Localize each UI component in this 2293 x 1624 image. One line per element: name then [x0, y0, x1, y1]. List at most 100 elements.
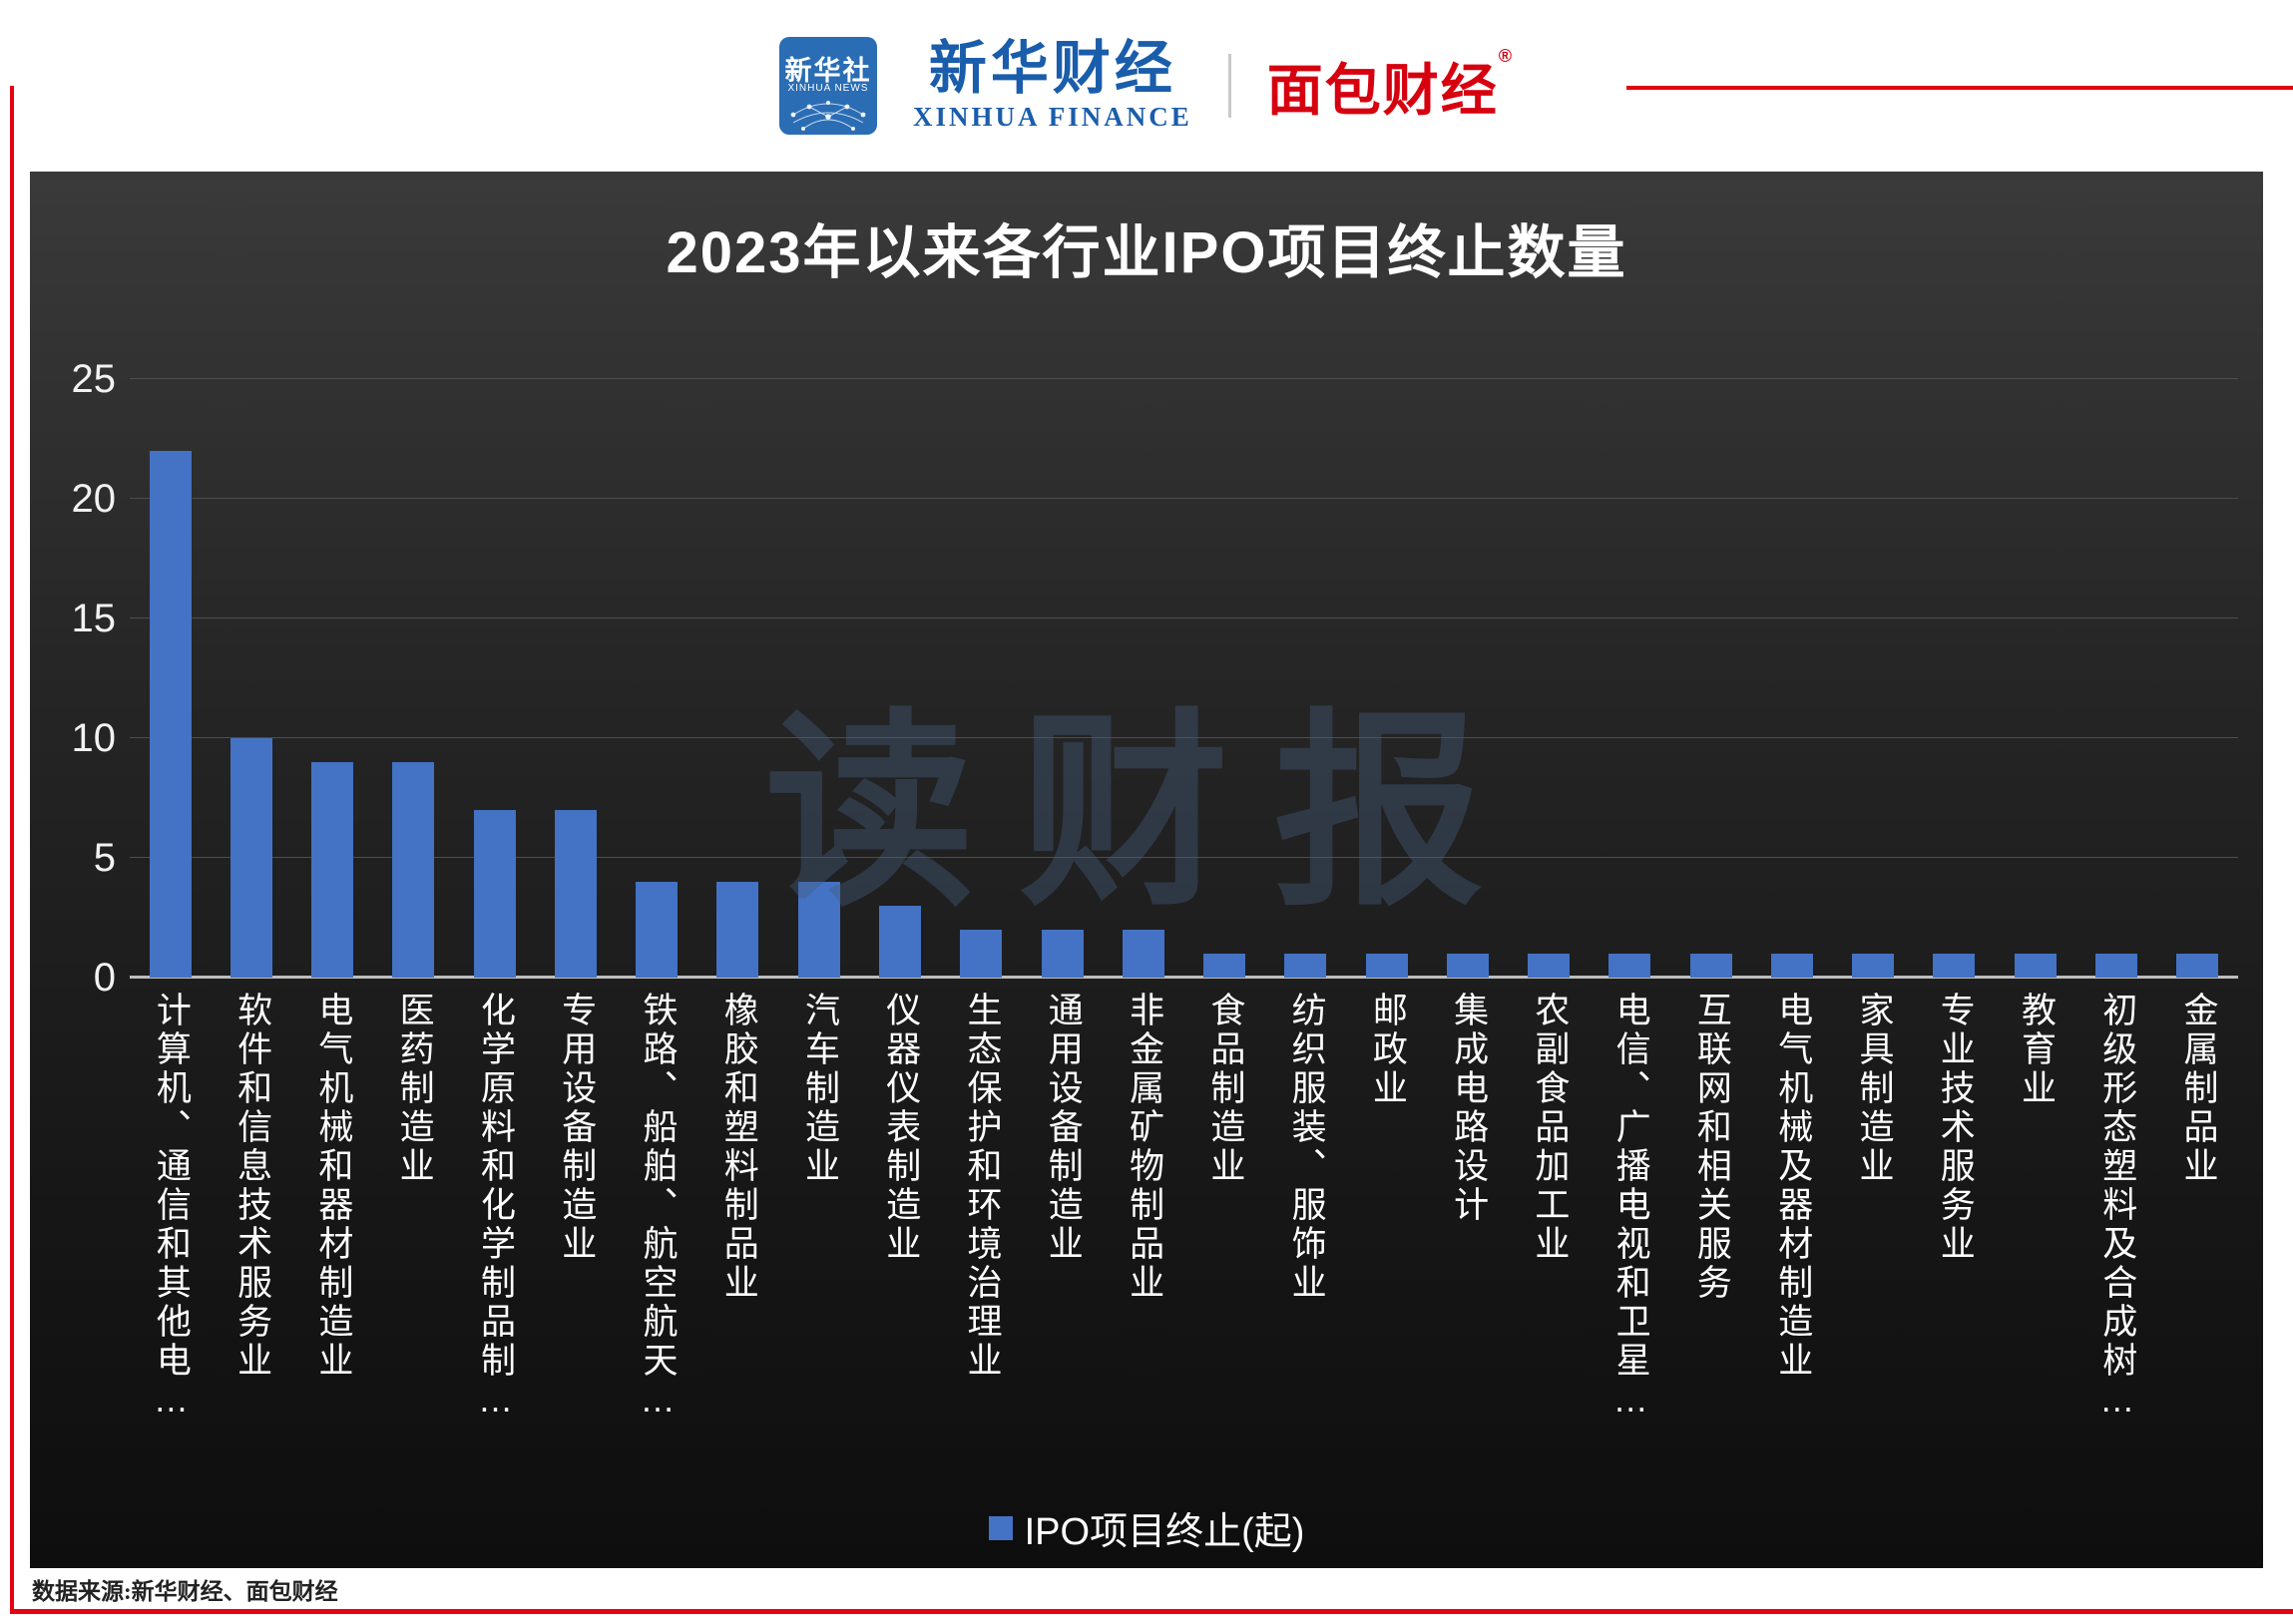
bar-slot: [1670, 379, 1751, 978]
y-tick-label: 0: [93, 956, 116, 1000]
category-label: 化学原料和化学制品制…: [475, 992, 515, 1423]
bar: [2095, 954, 2137, 978]
category-label: 家具制造业: [1854, 992, 1894, 1186]
red-accent-line-bottom: [10, 1609, 2293, 1614]
xinhua-news-en: XINHUA NEWS: [787, 83, 869, 94]
bar: [554, 810, 597, 978]
bread-finance-logo: 面包财经®: [1267, 46, 1514, 127]
bar-slot: [1022, 379, 1103, 978]
category-label-slot: 软件和信息技术服务业: [211, 992, 291, 1381]
category-label: 金属制品业: [2178, 992, 2218, 1186]
category-label: 初级形态塑料及合成树…: [2097, 992, 2137, 1423]
category-label-slot: 互联网和相关服务: [1670, 992, 1751, 1303]
category-label: 电信、广播电视和卫星…: [1610, 992, 1650, 1423]
category-label-slot: 金属制品业: [2157, 992, 2238, 1186]
category-label: 铁路、船舶、航空航天…: [638, 992, 678, 1423]
bar: [1365, 954, 1408, 978]
category-label-slot: 化学原料和化学制品制…: [454, 992, 535, 1423]
gridline: [130, 737, 2238, 738]
bar-slot: [1509, 379, 1590, 978]
category-label-slot: 生态保护和环境治理业: [941, 992, 1022, 1381]
gridline: [130, 378, 2238, 379]
category-label-slot: 农副食品加工业: [1509, 992, 1590, 1264]
bar-slot: [1995, 379, 2075, 978]
category-label-slot: 铁路、船舶、航空航天…: [617, 992, 697, 1423]
y-tick-label: 20: [71, 477, 117, 521]
bar-chart: 2023年以来各行业IPO项目终止数量 0 5 10 15 20 25 读财报 计算机、通…: [30, 172, 2263, 1568]
bar-slot: [373, 379, 454, 978]
gridline: [130, 617, 2238, 618]
bar: [1528, 954, 1571, 978]
bar: [1770, 954, 1813, 978]
bar-slot: [1346, 379, 1427, 978]
category-label: 计算机、通信和其他电…: [151, 992, 191, 1423]
category-label: 生态保护和环境治理业: [962, 992, 1002, 1381]
bar: [2014, 954, 2057, 978]
category-label-slot: 教育业: [1995, 992, 2075, 1108]
bar: [636, 882, 679, 978]
category-label-slot: 初级形态塑料及合成树…: [2075, 992, 2156, 1423]
legend-label: IPO项目终止(起): [1024, 1511, 1305, 1553]
category-label-slot: 电气机械和器材制造业: [292, 992, 373, 1381]
header-divider: [1227, 54, 1231, 118]
category-label: 软件和信息技术服务业: [232, 992, 272, 1381]
category-label-slot: 食品制造业: [1183, 992, 1264, 1186]
category-label: 非金属矿物制品业: [1125, 992, 1164, 1303]
category-label: 橡胶和塑料制品业: [718, 992, 758, 1303]
category-label: 仪器仪表制造业: [881, 992, 921, 1264]
xinhua-finance-en: XINHUA FINANCE: [912, 101, 1192, 132]
bar-slot: [859, 379, 940, 978]
category-label: 集成电路设计: [1449, 992, 1489, 1225]
bar: [229, 738, 272, 978]
y-tick-label: 25: [71, 357, 117, 401]
category-label-slot: 通用设备制造业: [1022, 992, 1103, 1264]
category-label: 汽车制造业: [800, 992, 839, 1186]
bar: [1284, 954, 1327, 978]
category-label-slot: 专业技术服务业: [1914, 992, 1995, 1264]
category-label: 邮政业: [1367, 992, 1407, 1108]
category-label-slot: 仪器仪表制造业: [859, 992, 940, 1264]
category-label: 医药制造业: [394, 992, 434, 1186]
bread-finance-cn: 面包财经: [1266, 58, 1499, 122]
category-label-slot: 专用设备制造业: [535, 992, 616, 1264]
y-tick-label: 15: [71, 597, 117, 640]
bar-slot: [1103, 379, 1183, 978]
bar: [879, 906, 922, 978]
data-source-note: 数据来源:新华财经、面包财经: [32, 1579, 338, 1604]
category-label-slot: 橡胶和塑料制品业: [697, 992, 778, 1303]
bar-slot: [535, 379, 616, 978]
gridline: [130, 498, 2238, 499]
category-label: 通用设备制造业: [1043, 992, 1083, 1264]
category-axis-labels: 计算机、通信和其他电… 软件和信息技术服务业 电气机械和器材制造业 医药制造业 化学原料…: [130, 992, 2238, 1500]
bar-slot: [941, 379, 1022, 978]
category-label-slot: 邮政业: [1346, 992, 1427, 1108]
bar: [1122, 930, 1164, 978]
category-label-slot: 计算机、通信和其他电…: [130, 992, 211, 1423]
bar: [392, 762, 435, 978]
category-label-slot: 家具制造业: [1833, 992, 1914, 1186]
bar-slot: [2075, 379, 2156, 978]
bar-slot: [1914, 379, 1995, 978]
category-label: 专业技术服务业: [1935, 992, 1975, 1264]
bar-slot: [617, 379, 697, 978]
bar: [1852, 954, 1895, 978]
category-label-slot: 电信、广播电视和卫星…: [1590, 992, 1670, 1423]
category-label: 纺织服装、服饰业: [1286, 992, 1326, 1303]
category-label-slot: 集成电路设计: [1427, 992, 1508, 1225]
bar: [2176, 954, 2219, 978]
bar: [311, 762, 354, 978]
bar-slot: [130, 379, 211, 978]
red-accent-line-left: [10, 86, 14, 1614]
category-label-slot: 医药制造业: [373, 992, 454, 1186]
bar: [960, 930, 1003, 978]
bar: [1041, 930, 1084, 978]
bar: [1203, 954, 1246, 978]
bar: [1689, 954, 1732, 978]
xinhua-news-cn: 新华社: [784, 56, 872, 86]
bar-slot: [778, 379, 859, 978]
red-accent-line-top: [1626, 86, 2293, 90]
legend-swatch: [988, 1515, 1013, 1540]
bar: [473, 810, 516, 978]
y-tick-label: 10: [71, 716, 117, 760]
